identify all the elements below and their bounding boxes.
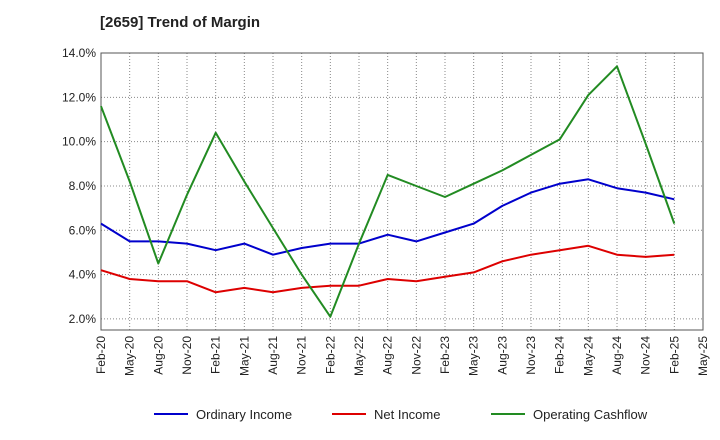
- y-tick-label: 4.0%: [69, 268, 97, 282]
- x-tick-label: Feb-25: [667, 336, 681, 374]
- x-tick-label: May-20: [123, 336, 137, 376]
- x-tick-label: Feb-23: [438, 336, 452, 374]
- legend-label: Ordinary Income: [196, 407, 292, 422]
- legend-label: Net Income: [374, 407, 440, 422]
- x-tick-label: Aug-21: [266, 336, 280, 375]
- x-tick-label: Feb-20: [94, 336, 108, 374]
- x-tick-label: May-24: [581, 336, 595, 376]
- x-tick-label: Nov-21: [295, 336, 309, 375]
- x-tick-label: Nov-22: [409, 336, 423, 375]
- series-line-ordinary-income: [100, 178, 675, 256]
- legend-label: Operating Cashflow: [533, 407, 648, 422]
- x-tick-label: Aug-20: [151, 336, 165, 375]
- series-lines: [100, 65, 676, 318]
- y-tick-label: 14.0%: [62, 46, 96, 60]
- chart-title: [2659] Trend of Margin: [100, 14, 261, 31]
- y-tick-label: 8.0%: [69, 179, 97, 193]
- y-tick-label: 2.0%: [69, 312, 97, 326]
- x-tick-label: May-23: [467, 336, 481, 376]
- x-tick-label: Aug-23: [495, 336, 509, 375]
- y-tick-label: 6.0%: [69, 223, 97, 237]
- legend: Ordinary Income Net Income Operating Cashf…: [154, 407, 648, 422]
- x-tick-label: Aug-24: [610, 336, 624, 375]
- x-tick-label: Feb-22: [323, 336, 337, 374]
- x-tick-label: May-22: [352, 336, 366, 376]
- x-tick-label: Nov-23: [524, 336, 538, 375]
- x-tick-label: Aug-22: [381, 336, 395, 375]
- x-tick-label: Nov-20: [180, 336, 194, 375]
- y-tick-label: 12.0%: [62, 90, 96, 104]
- y-tick-label: 10.0%: [62, 135, 96, 149]
- series-line-net-income: [100, 244, 675, 294]
- axes: Feb-20 May-20 Aug-20 Nov-20 Feb-21 May-21 Aug-…: [62, 46, 710, 376]
- x-tick-label: May-21: [237, 336, 251, 376]
- x-tick-label: Feb-24: [553, 336, 567, 374]
- x-tick-label: Feb-21: [209, 336, 223, 374]
- x-tick-label: Nov-24: [639, 336, 653, 375]
- series-line-operating-cashflow: [100, 65, 676, 318]
- x-tick-label: May-25: [696, 336, 710, 376]
- plot-frame: [100, 52, 704, 331]
- grid: [101, 53, 703, 330]
